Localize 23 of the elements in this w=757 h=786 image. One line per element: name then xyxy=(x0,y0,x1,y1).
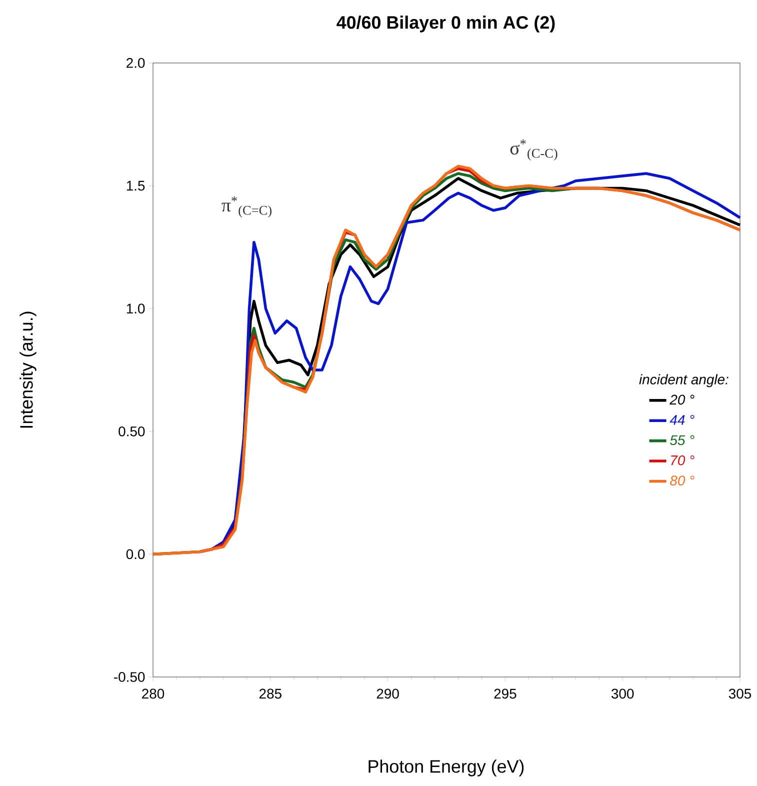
chart-title: 40/60 Bilayer 0 min AC (2) xyxy=(336,16,555,32)
x-tick-label: 280 xyxy=(142,688,164,699)
legend-title: incident angle: xyxy=(639,374,728,388)
y-axis-title: Intensity (ar.u.) xyxy=(20,312,36,428)
x-tick-label: 290 xyxy=(376,688,399,699)
annotation: σ$^{*}$(C-C) xyxy=(510,139,558,161)
y-tick-label: 1.0 xyxy=(126,304,145,314)
x-axis-title: Photon Energy (eV) xyxy=(368,760,524,776)
y-tick-label: 1.5 xyxy=(126,180,145,191)
x-tick-label: 305 xyxy=(728,688,752,699)
legend-label: 44 ° xyxy=(670,414,694,425)
x-tick-label: 285 xyxy=(259,688,282,699)
y-tick-label: 2.0 xyxy=(126,58,145,68)
legend-label: 80 ° xyxy=(670,476,694,486)
x-tick-label: 295 xyxy=(494,688,516,699)
y-tick-label: -0.50 xyxy=(114,672,145,682)
legend-label: 70 ° xyxy=(671,455,694,466)
x-tick-label: 300 xyxy=(612,688,634,699)
legend-label: 20 ° xyxy=(670,394,694,405)
y-tick-label: 0.50 xyxy=(118,426,145,436)
y-tick-label: 0.0 xyxy=(126,549,145,560)
annotation: π$^{*}$(C=C) xyxy=(222,196,272,218)
legend-label: 55 ° xyxy=(670,435,694,446)
